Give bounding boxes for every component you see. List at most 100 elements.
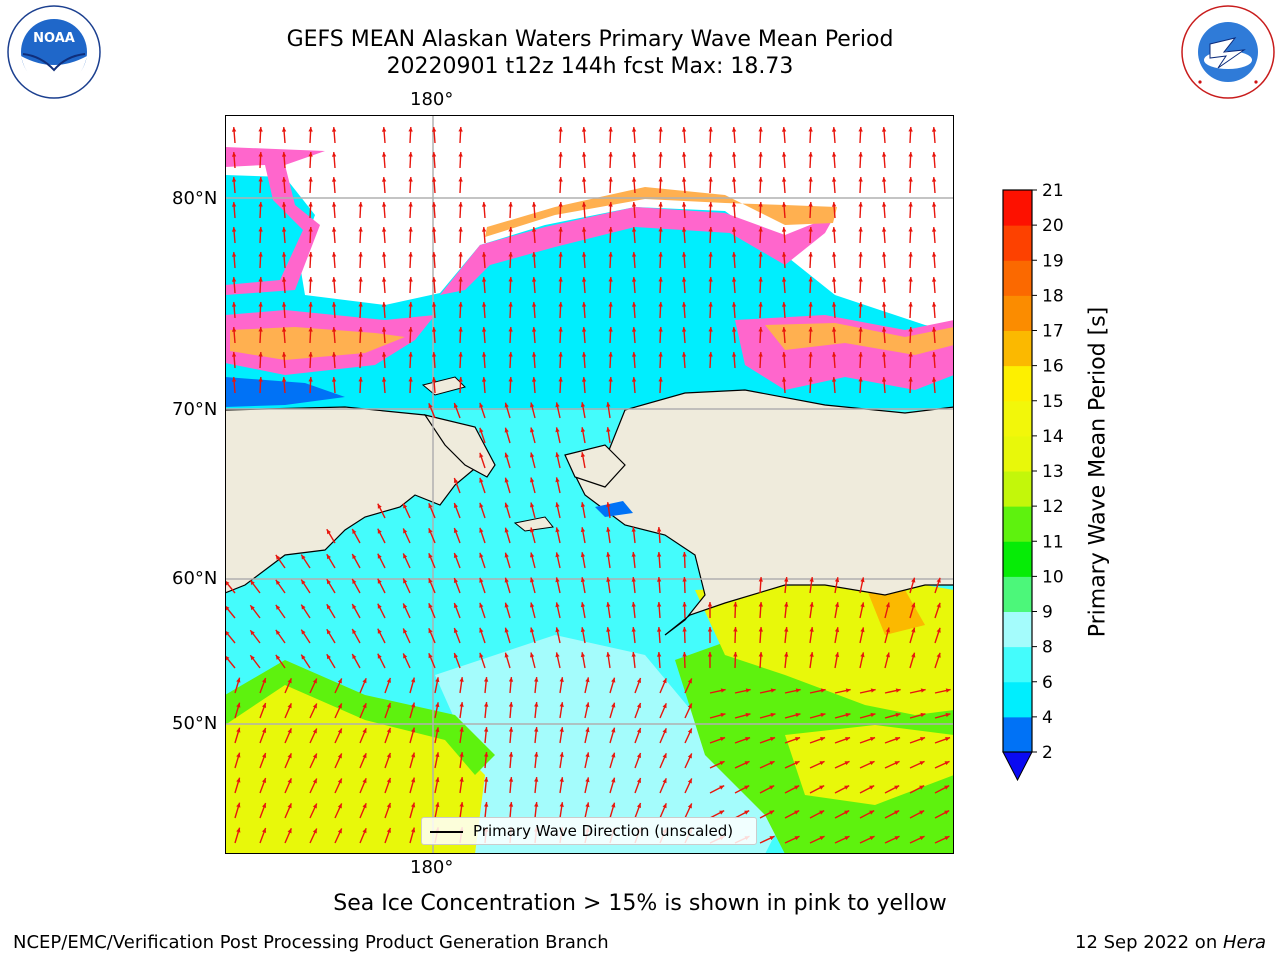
wave-direction-arrow xyxy=(708,201,713,219)
colorbar-tick-label: 17 xyxy=(1042,322,1064,342)
wave-direction-arrow xyxy=(351,653,361,669)
wave-direction-arrow xyxy=(884,688,901,694)
wave-direction-arrow xyxy=(934,577,941,594)
wave-direction-arrow xyxy=(308,251,313,269)
colorbar-segment xyxy=(1003,506,1032,542)
wave-direction-arrow xyxy=(909,602,916,619)
wave-direction-arrow xyxy=(434,677,440,694)
wave-direction-arrow xyxy=(580,652,586,669)
wave-direction-arrow xyxy=(631,326,637,344)
colorbar-tick-label: 12 xyxy=(1042,497,1064,517)
wave-direction-arrow xyxy=(559,702,564,719)
wave-direction-arrow xyxy=(258,376,263,394)
wave-direction-arrow xyxy=(453,477,461,494)
wave-direction-arrow xyxy=(431,276,437,294)
colorbar-tick-label: 21 xyxy=(1042,181,1064,201)
wave-direction-arrow xyxy=(834,835,850,844)
wave-direction-arrow xyxy=(358,351,363,369)
footer-host: Hera xyxy=(1222,932,1266,953)
wave-direction-arrow xyxy=(858,226,863,244)
wave-direction-arrow xyxy=(934,688,951,694)
wave-direction-arrow xyxy=(708,151,713,169)
wave-direction-arrow xyxy=(884,809,900,819)
wave-direction-arrow xyxy=(408,376,413,394)
wave-direction-arrow xyxy=(409,802,416,819)
wave-direction-arrow xyxy=(458,126,463,144)
wave-direction-arrow xyxy=(531,201,537,219)
wave-direction-arrow xyxy=(707,601,713,619)
wave-direction-arrow xyxy=(884,784,900,794)
wave-direction-arrow xyxy=(479,402,486,419)
wave-direction-arrow xyxy=(608,326,613,344)
wave-direction-arrow xyxy=(809,577,814,594)
wave-direction-arrow xyxy=(909,688,926,694)
wave-direction-arrow xyxy=(808,326,813,344)
wave-direction-arrow xyxy=(326,553,336,569)
wave-direction-arrow xyxy=(684,728,693,744)
wave-direction-arrow xyxy=(530,452,536,469)
wave-direction-arrow xyxy=(831,201,837,219)
colorbar-tick-label: 8 xyxy=(1042,638,1053,658)
wave-direction-arrow xyxy=(581,351,587,369)
wave-direction-arrow xyxy=(934,712,951,719)
wave-direction-arrow xyxy=(606,577,611,594)
wave-direction-arrow xyxy=(504,452,511,469)
wave-direction-arrow xyxy=(258,351,263,369)
wave-direction-arrow xyxy=(308,276,313,294)
wave-direction-arrow xyxy=(555,627,561,644)
wave-direction-arrow xyxy=(534,752,539,769)
wave-direction-arrow xyxy=(231,201,237,219)
wave-direction-arrow xyxy=(608,226,613,244)
wave-direction-arrow xyxy=(281,351,287,369)
wave-direction-arrow xyxy=(734,784,750,794)
wave-direction-arrow xyxy=(458,301,463,319)
colorbar-segment xyxy=(1003,716,1032,753)
wave-direction-arrow xyxy=(608,376,613,394)
wave-direction-arrow xyxy=(631,226,637,244)
wave-direction-arrow xyxy=(831,376,837,394)
wave-direction-arrow xyxy=(483,727,489,744)
wave-direction-arrow xyxy=(931,326,937,344)
wave-direction-arrow xyxy=(606,602,611,619)
wave-direction-arrow xyxy=(231,326,237,344)
wave-direction-arrow xyxy=(259,677,267,694)
wave-direction-arrow xyxy=(555,452,561,469)
wave-direction-arrow xyxy=(504,527,511,544)
wave-direction-arrow xyxy=(308,226,313,244)
wave-direction-arrow xyxy=(631,251,637,269)
wave-direction-arrow xyxy=(859,652,865,669)
wave-direction-arrow xyxy=(909,809,925,819)
wave-direction-arrow xyxy=(377,578,386,594)
wave-direction-arrow xyxy=(634,702,642,719)
wave-direction-arrow xyxy=(408,251,413,269)
wave-direction-arrow xyxy=(530,427,536,444)
wave-direction-arrow xyxy=(731,176,737,194)
sea-ice-caption: Sea Ice Concentration > 15% is shown in … xyxy=(333,891,947,916)
wave-direction-arrow xyxy=(402,528,411,544)
wave-direction-arrow xyxy=(580,502,586,519)
wave-direction-arrow xyxy=(402,503,411,519)
wave-direction-arrow xyxy=(530,477,536,494)
wave-direction-arrow xyxy=(908,301,913,319)
wave-direction-arrow xyxy=(555,527,561,544)
wave-direction-arrow xyxy=(508,726,514,744)
wave-direction-arrow xyxy=(659,803,667,819)
wave-direction-arrow xyxy=(684,753,693,769)
wave-direction-arrow xyxy=(584,802,590,819)
wave-direction-arrow xyxy=(402,653,411,669)
wave-direction-arrow xyxy=(359,777,367,794)
wave-direction-arrow xyxy=(834,809,850,819)
wave-direction-arrow xyxy=(708,276,713,294)
colorbar-segment xyxy=(1003,435,1032,472)
wave-direction-arrow xyxy=(284,753,293,769)
wave-direction-arrow xyxy=(731,326,737,344)
footer-date: 12 Sep 2022 on Hera xyxy=(1075,932,1266,953)
wave-direction-arrow xyxy=(758,576,763,594)
wave-direction-arrow xyxy=(453,627,461,644)
wave-direction-arrow xyxy=(459,802,464,819)
wave-direction-arrow xyxy=(334,753,343,769)
colorbar-segment xyxy=(1003,646,1032,683)
wave-direction-arrow xyxy=(931,226,937,244)
wave-direction-arrow xyxy=(809,760,825,769)
wave-direction-arrow xyxy=(834,712,851,719)
